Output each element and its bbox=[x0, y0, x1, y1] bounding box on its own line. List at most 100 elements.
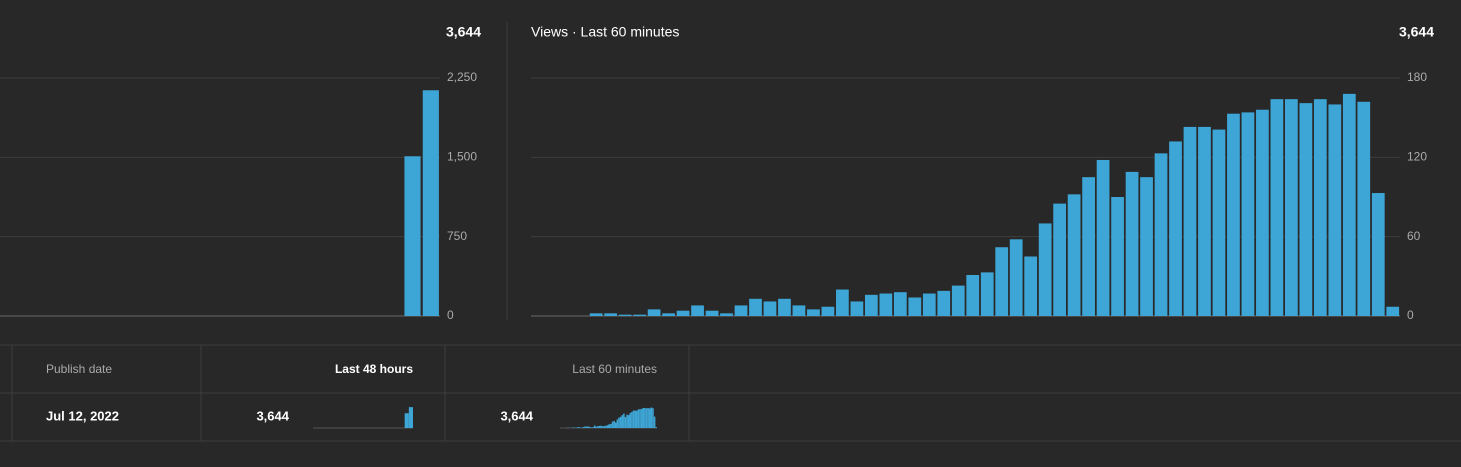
y-tick-label: 750 bbox=[447, 229, 467, 243]
bar bbox=[1082, 177, 1095, 316]
sparkline-bar bbox=[600, 425, 603, 428]
y-tick-label: 2,250 bbox=[447, 70, 477, 84]
bar bbox=[937, 290, 951, 316]
bar bbox=[778, 298, 791, 316]
bar bbox=[980, 272, 994, 316]
sparkline-bar bbox=[587, 426, 590, 428]
sparkline-bar bbox=[589, 427, 591, 428]
bar bbox=[1371, 193, 1385, 316]
bar bbox=[836, 289, 849, 316]
bar bbox=[1241, 112, 1255, 316]
sparkline-bar bbox=[642, 407, 645, 428]
sparkline-bar bbox=[602, 426, 604, 428]
bar bbox=[1212, 129, 1226, 316]
bar bbox=[1285, 99, 1298, 317]
sparkline-bar bbox=[623, 413, 625, 428]
bar bbox=[720, 313, 733, 316]
sparkline-bar bbox=[653, 416, 656, 428]
bar bbox=[422, 90, 439, 316]
bar bbox=[850, 301, 864, 316]
bar bbox=[893, 292, 907, 316]
sparkline-bar bbox=[611, 421, 614, 428]
sparkline-bar bbox=[624, 417, 627, 428]
bar bbox=[1270, 99, 1284, 317]
column-header[interactable]: Last 60 minutes bbox=[572, 362, 657, 376]
bar bbox=[734, 305, 748, 316]
sparkline-bar bbox=[627, 415, 630, 428]
sparkline-bar bbox=[592, 427, 594, 428]
column-header: Publish date bbox=[46, 362, 112, 376]
bar bbox=[792, 305, 806, 316]
y-tick-label: 0 bbox=[447, 308, 454, 322]
bar bbox=[1386, 306, 1400, 316]
table-cell: 3,644 bbox=[256, 408, 289, 423]
bar bbox=[691, 305, 704, 316]
sparkline-bar bbox=[605, 425, 607, 428]
bar bbox=[749, 298, 762, 316]
sparkline-bar bbox=[640, 408, 643, 428]
bar bbox=[618, 314, 632, 316]
bar bbox=[1342, 93, 1356, 316]
sparkline-bar bbox=[582, 427, 585, 428]
bar bbox=[647, 309, 661, 316]
sparkline-bar bbox=[648, 408, 651, 428]
sparkline-bar bbox=[585, 426, 588, 428]
bar bbox=[1038, 223, 1052, 316]
bar bbox=[604, 313, 618, 316]
sparkline-bar bbox=[608, 424, 611, 428]
sparkline-bar bbox=[619, 416, 622, 428]
sparkline-bar bbox=[603, 425, 606, 428]
sparkline-bar bbox=[616, 419, 619, 428]
bar bbox=[404, 156, 421, 316]
sparkline-bar bbox=[621, 415, 624, 428]
bar bbox=[1140, 177, 1153, 316]
bar bbox=[705, 310, 719, 316]
sparkline-bar bbox=[584, 426, 586, 428]
bar bbox=[763, 301, 777, 316]
bar bbox=[1183, 126, 1197, 316]
bar bbox=[966, 275, 980, 316]
bar bbox=[633, 314, 646, 316]
sparkline-bar bbox=[639, 409, 641, 428]
sparkline-bar bbox=[404, 413, 409, 428]
y-tick-label: 180 bbox=[1407, 70, 1427, 84]
chart-title: Views · Last 60 minutes bbox=[531, 24, 679, 40]
bar bbox=[589, 313, 603, 316]
bar bbox=[922, 293, 936, 316]
table-cell: Jul 12, 2022 bbox=[46, 408, 119, 423]
sparkline-bar bbox=[655, 427, 657, 428]
bar bbox=[1227, 113, 1240, 316]
table-cell: 3,644 bbox=[500, 408, 533, 423]
total: 3,644 bbox=[446, 24, 481, 40]
sparkline-bar bbox=[647, 407, 649, 428]
sparkline-bar bbox=[572, 427, 575, 428]
sparkline-bar bbox=[629, 412, 632, 428]
sparkline-bar bbox=[597, 426, 599, 428]
sparkline-bar bbox=[610, 423, 612, 428]
bar bbox=[807, 309, 820, 316]
y-tick-label: 0 bbox=[1407, 308, 1414, 322]
bar bbox=[662, 313, 675, 316]
sparkline-bar bbox=[650, 407, 653, 428]
sparkline-bar bbox=[408, 407, 413, 428]
sparkline-bar bbox=[645, 408, 648, 428]
bar bbox=[1357, 101, 1371, 316]
sparkline-bar bbox=[595, 426, 598, 428]
sparkline-bar bbox=[606, 425, 609, 428]
bar bbox=[1198, 126, 1211, 316]
column-header[interactable]: Last 48 hours bbox=[335, 362, 413, 376]
bar bbox=[864, 294, 878, 316]
sparkline-bar bbox=[626, 414, 628, 428]
y-tick-label: 120 bbox=[1407, 150, 1427, 164]
bar bbox=[1154, 153, 1168, 316]
bar bbox=[1009, 239, 1023, 316]
sparkline-bar bbox=[644, 407, 646, 428]
sparkline-bar bbox=[590, 427, 593, 428]
sparkline-bar bbox=[652, 408, 654, 428]
sparkline-bar bbox=[613, 420, 615, 428]
y-tick-label: 60 bbox=[1407, 229, 1421, 243]
sparkline-bar bbox=[632, 410, 635, 428]
bar bbox=[1067, 194, 1081, 316]
bar bbox=[1169, 141, 1182, 316]
